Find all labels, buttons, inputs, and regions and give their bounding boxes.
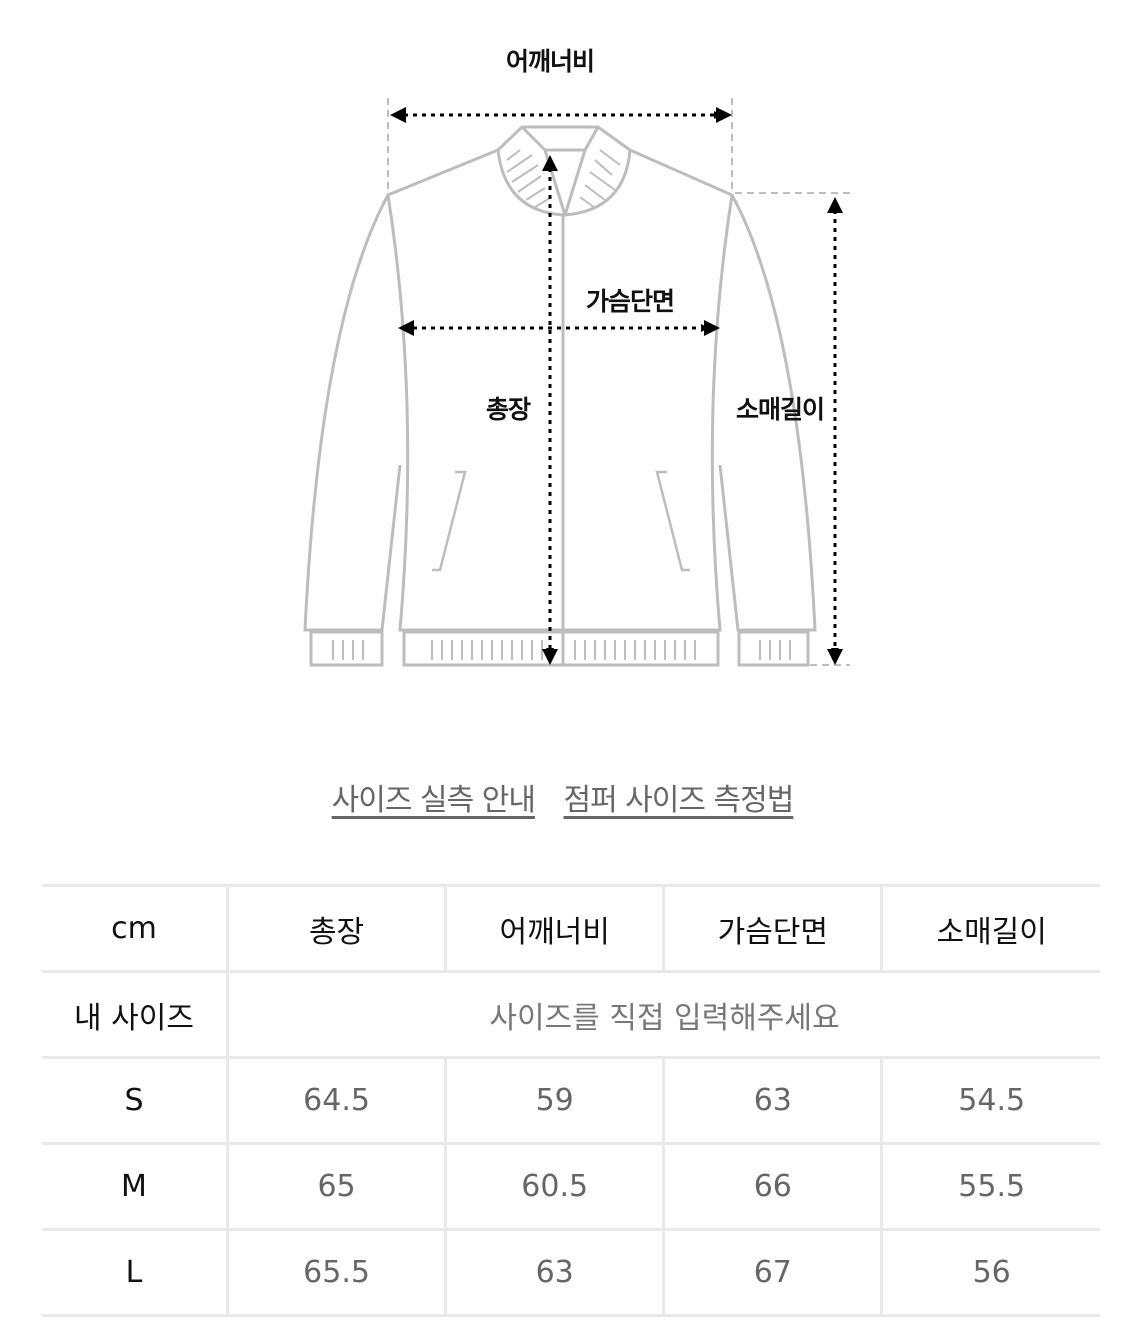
size-links: 사이즈 실측 안내 점퍼 사이즈 측정법 — [0, 775, 1125, 819]
size-table: cm 총장 어깨너비 가슴단면 소매길이 내 사이즈 사이즈를 직접 입력해주세… — [42, 884, 1100, 1317]
measurement-arrows — [400, 111, 839, 656]
total-length-label: 총장 — [485, 395, 531, 424]
table-row: S 64.5 59 63 54.5 — [42, 1056, 1100, 1145]
jacket-size-diagram — [303, 98, 850, 667]
table-cell: 54.5 — [880, 1056, 1100, 1145]
table-cell: 67 — [662, 1228, 884, 1317]
table-cell: 60.5 — [444, 1142, 666, 1231]
sleeve-label: 소매길이 — [735, 395, 825, 424]
measure-method-link[interactable]: 점퍼 사이즈 측정법 — [563, 783, 794, 818]
table-header-row: cm 총장 어깨너비 가슴단면 소매길이 — [42, 884, 1100, 973]
header-cell: 가슴단면 — [662, 884, 884, 973]
size-label: L — [42, 1228, 229, 1317]
table-cell: 65.5 — [225, 1228, 448, 1317]
table-cell: 63 — [662, 1056, 884, 1145]
header-cell: 소매길이 — [880, 884, 1100, 973]
header-cell: cm — [42, 884, 229, 973]
table-cell: 65 — [225, 1142, 448, 1231]
my-size-label: 내 사이즈 — [42, 970, 229, 1059]
table-row: L 65.5 63 67 56 — [42, 1228, 1100, 1317]
table-row: M 65 60.5 66 55.5 — [42, 1142, 1100, 1231]
header-cell: 어깨너비 — [444, 884, 666, 973]
table-cell: 63 — [444, 1228, 666, 1317]
size-guide-link[interactable]: 사이즈 실측 안내 — [331, 783, 536, 818]
my-size-row: 내 사이즈 사이즈를 직접 입력해주세요 — [42, 970, 1100, 1059]
chest-label: 가슴단면 — [585, 287, 675, 316]
table-cell: 59 — [444, 1056, 666, 1145]
measurement-guides — [387, 98, 850, 666]
table-cell: 64.5 — [225, 1056, 448, 1145]
shoulder-label: 어깨너비 — [505, 47, 595, 76]
table-cell: 56 — [880, 1228, 1100, 1317]
table-cell: 55.5 — [880, 1142, 1100, 1231]
my-size-input[interactable]: 사이즈를 직접 입력해주세요 — [226, 970, 1100, 1059]
size-label: S — [42, 1056, 229, 1145]
header-cell: 총장 — [225, 884, 448, 973]
size-label: M — [42, 1142, 229, 1231]
jacket-outline — [303, 125, 817, 667]
table-cell: 66 — [662, 1142, 884, 1231]
